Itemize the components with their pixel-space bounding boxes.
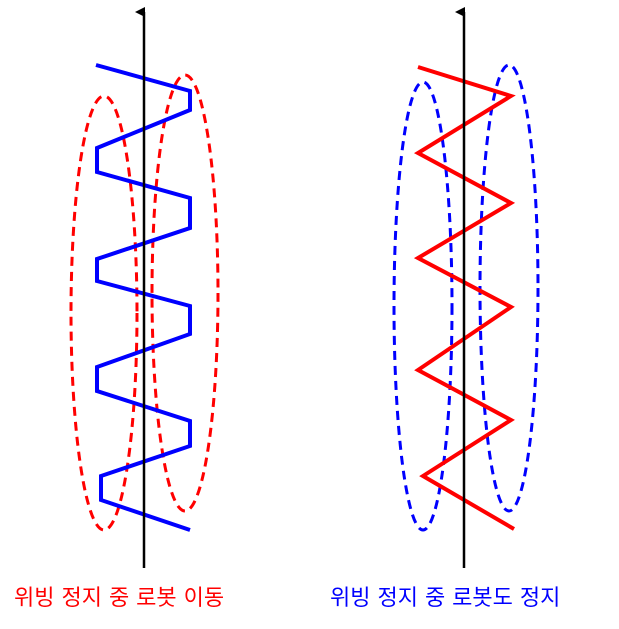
left-panel-caption: 위빙 정지 중 로봇 이동 xyxy=(14,586,225,611)
panel-left xyxy=(69,7,220,568)
right-panel-ellipse-left xyxy=(392,80,454,532)
left-panel-ellipse-left xyxy=(69,94,139,532)
right-panel-weave-path xyxy=(413,65,516,531)
left-panel-ellipse-right xyxy=(150,73,220,513)
right-panel-ellipse-right xyxy=(478,63,540,513)
right-panel-caption: 위빙 정지 중 로봇도 정지 xyxy=(330,586,561,611)
panel-right xyxy=(392,7,540,568)
